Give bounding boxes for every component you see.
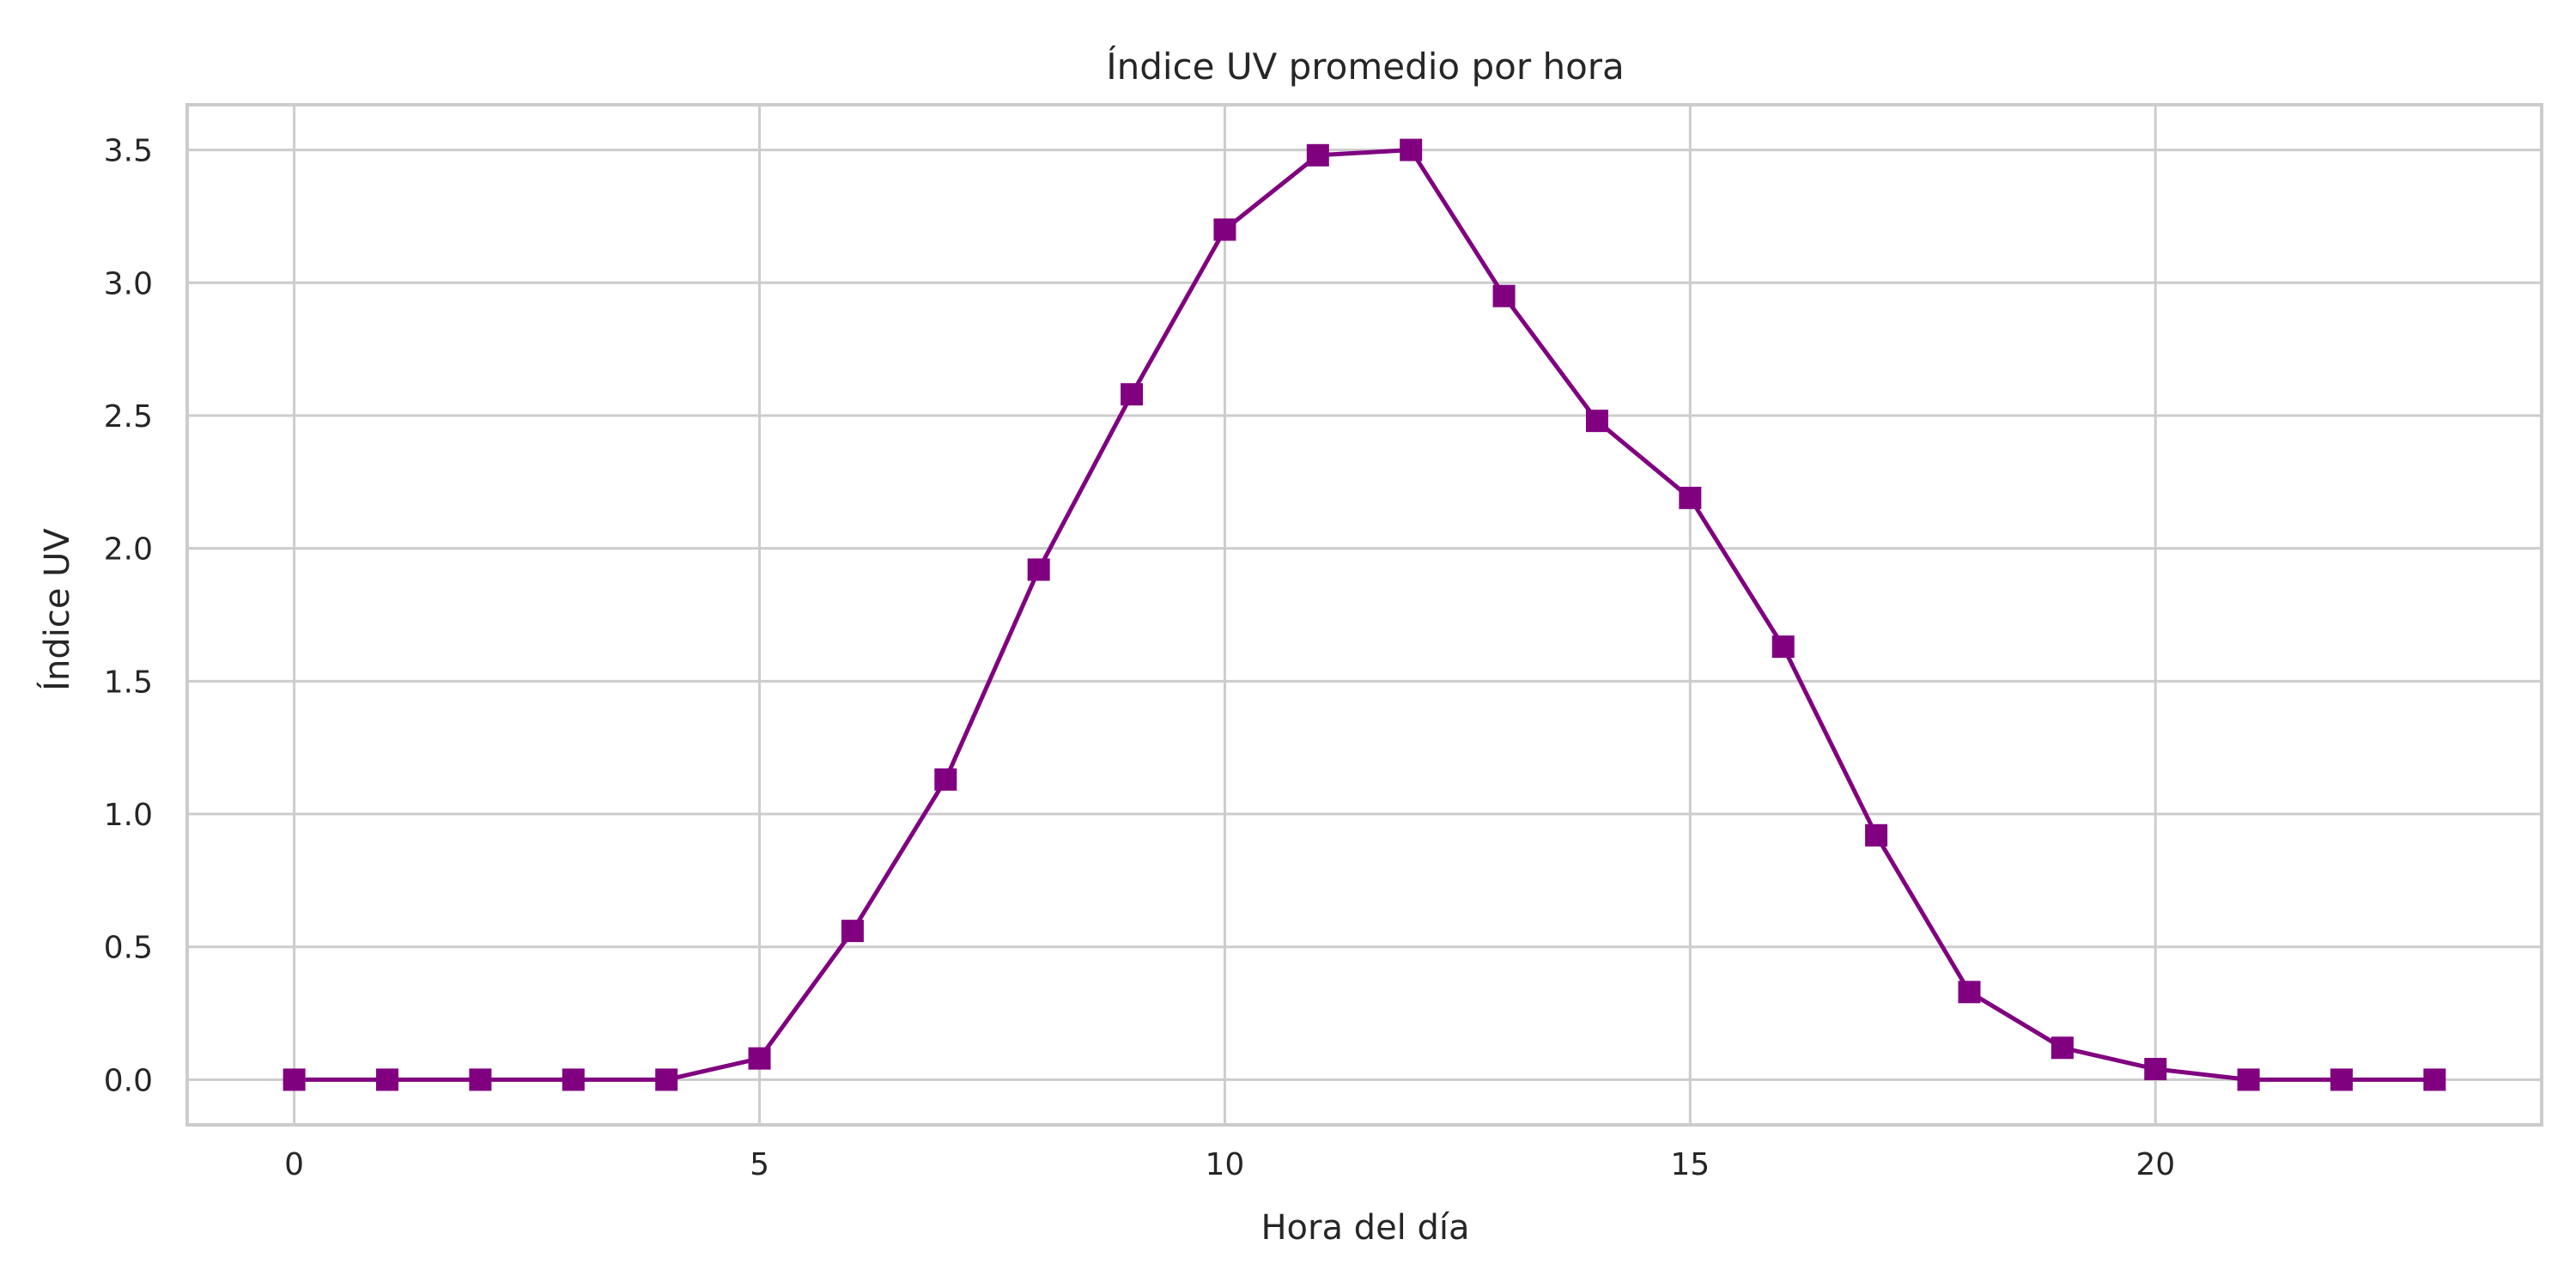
data-point	[1213, 218, 1236, 241]
series-line	[294, 148, 2435, 1082]
y-tick-label: 0.0	[104, 1063, 153, 1098]
data-point	[2144, 1058, 2167, 1081]
data-point	[376, 1068, 399, 1091]
y-tick-label: 1.0	[104, 798, 153, 833]
data-point	[841, 920, 864, 943]
y-tick-label: 2.0	[104, 532, 153, 568]
data-point	[2423, 1068, 2446, 1091]
data-point	[1958, 981, 1981, 1004]
data-point	[748, 1047, 771, 1070]
data-point	[1121, 383, 1144, 406]
y-tick-labels: 0.0 0.5 1.0 1.5 2.0 2.5 3.0 3.5	[104, 134, 153, 1099]
data-point	[562, 1068, 585, 1091]
y-tick-label: 1.5	[104, 665, 153, 700]
data-point	[469, 1068, 492, 1091]
x-tick-label: 5	[750, 1147, 769, 1182]
data-point	[1400, 138, 1423, 161]
plot-frame	[185, 103, 2543, 1127]
data-point	[2237, 1068, 2260, 1091]
chart-title: Índice UV promedio por hora	[1106, 45, 1625, 88]
x-tick-label: 10	[1206, 1147, 1245, 1182]
y-tick-label: 2.5	[104, 399, 153, 434]
x-tick-label: 15	[1670, 1147, 1710, 1182]
y-tick-label: 0.5	[104, 931, 153, 966]
data-point	[2330, 1068, 2353, 1091]
x-axis-title: Hora del día	[1261, 1208, 1469, 1248]
x-tick-labels: 0 5 10 15 20	[284, 1147, 2175, 1182]
data-point	[1679, 486, 1702, 509]
data-point	[655, 1068, 678, 1091]
data-point	[283, 1068, 306, 1091]
data-point	[1865, 823, 1888, 847]
x-tick-label: 20	[2136, 1147, 2175, 1182]
data-point	[1492, 284, 1516, 307]
y-axis-title: Índice UV	[36, 528, 77, 691]
data-point	[1306, 143, 1329, 167]
data-point	[2050, 1036, 2074, 1060]
series-layer	[283, 138, 2446, 1091]
data-point	[934, 768, 957, 791]
data-point	[1027, 558, 1050, 581]
data-point	[1771, 635, 1795, 659]
data-point	[1585, 410, 1608, 433]
y-tick-label: 3.0	[104, 266, 153, 301]
y-tick-label: 3.5	[104, 134, 153, 169]
x-tick-label: 0	[284, 1147, 304, 1182]
